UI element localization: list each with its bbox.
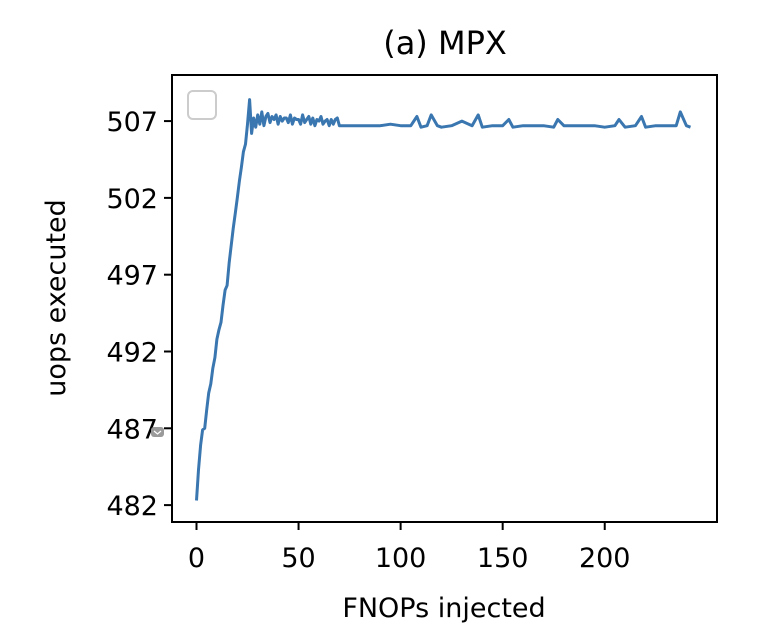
y-axis-ticks: 482 487 492 497 502 507 (106, 107, 172, 522)
plot-frame (171, 74, 718, 523)
chart-title: (a) MPX (383, 24, 507, 62)
x-axis-ticks: 0 50 100 150 200 (188, 522, 631, 574)
x-tick-label: 0 (188, 543, 205, 574)
y-tick-label: 487 (106, 414, 158, 445)
series-layer (195, 98, 692, 501)
x-axis-title: FNOPs injected (342, 593, 545, 624)
series-line (195, 98, 692, 501)
x-tick-label: 50 (281, 543, 315, 574)
y-tick-label: 482 (106, 491, 158, 522)
y-tick-label: 502 (106, 184, 158, 215)
y-tick-label: 497 (106, 261, 158, 292)
legend-box (187, 90, 217, 120)
y-tick-label: 492 (106, 337, 158, 368)
x-tick-label: 100 (375, 543, 427, 574)
y-axis-title: uops executed (41, 199, 72, 397)
x-tick-label: 150 (477, 543, 529, 574)
y-tick-label: 507 (106, 107, 158, 138)
x-tick-label: 200 (579, 543, 631, 574)
chevron-down-icon (153, 430, 162, 435)
drag-handle-icon[interactable] (151, 427, 164, 437)
